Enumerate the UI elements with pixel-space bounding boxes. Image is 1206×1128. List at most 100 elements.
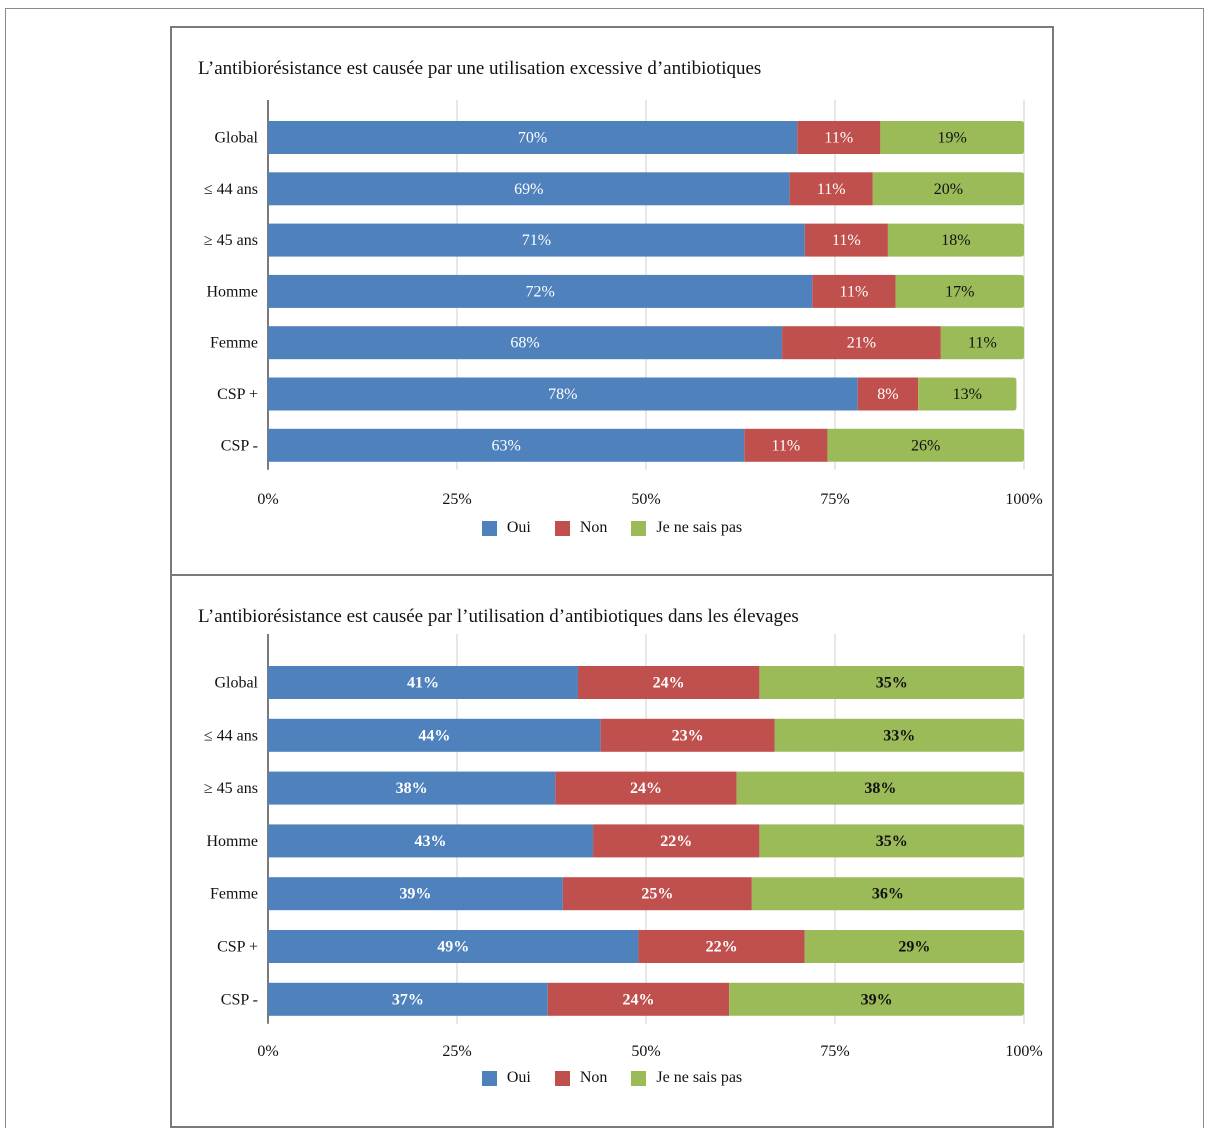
data-label: 69% — [514, 181, 543, 198]
data-label: 19% — [938, 130, 967, 147]
data-label: 63% — [491, 437, 520, 454]
data-label: 35% — [876, 833, 908, 850]
bar-segment-nsp — [751, 877, 1024, 911]
bar-segment-non — [600, 718, 775, 752]
bar-segment-non — [797, 121, 881, 154]
x-tick-label: 75% — [820, 491, 849, 508]
data-label: 24% — [653, 675, 685, 692]
category-label: ≤ 44 ans — [204, 181, 258, 198]
legend-item-non: Non — [554, 519, 608, 537]
bar-segment-nsp — [759, 824, 1024, 858]
bar-segment-oui — [268, 428, 745, 462]
data-label: 23% — [672, 727, 704, 744]
category-label: ≥ 45 ans — [204, 780, 258, 797]
stacked-bar-chart: 0% 25% 50% 75% 100% Global 70% 11% 19% ≤ 44 ans 69… — [204, 100, 1043, 508]
bar-segment-non — [744, 428, 828, 462]
bar-segment-oui — [268, 172, 790, 206]
legend-item-nsp: Je ne sais pas — [631, 1069, 742, 1087]
x-tick-label: 0% — [257, 1043, 278, 1060]
bar-segment-non — [562, 877, 752, 911]
data-label: 49% — [437, 939, 469, 956]
data-label: 22% — [706, 939, 738, 956]
chart-legend: Oui Non Je ne sais pas — [172, 519, 1052, 537]
bar-segment-nsp — [827, 428, 1024, 462]
x-tick-label: 50% — [631, 1043, 660, 1060]
legend-swatch-nsp — [631, 520, 647, 536]
chart-title: L’antibiorésistance est causée par l’uti… — [198, 606, 799, 627]
bar-segment-nsp — [872, 172, 1024, 206]
category-label: ≥ 45 ans — [204, 232, 258, 249]
bar-segment-nsp — [729, 982, 1024, 1016]
legend-label: Je ne sais pas — [656, 1069, 743, 1086]
category-label: Femme — [210, 886, 258, 903]
bar-segment-non — [782, 326, 941, 360]
data-label: 38% — [396, 780, 428, 797]
category-label: CSP + — [217, 386, 258, 403]
legend-label: Non — [579, 1069, 608, 1086]
bar-segment-non — [593, 824, 760, 858]
x-tick-label: 0% — [257, 491, 278, 508]
bar-segment-nsp — [736, 771, 1024, 805]
chart-panel-livestock-use: L’antibiorésistance est causée par l’uti… — [170, 574, 1054, 1128]
legend-swatch-non — [554, 1070, 570, 1086]
bar-segment-nsp — [918, 377, 1017, 411]
bar-segment-non — [555, 771, 737, 805]
bar-segment-oui — [268, 877, 563, 911]
data-label: 71% — [522, 232, 551, 249]
category-label: ≤ 44 ans — [204, 727, 258, 744]
data-label: 11% — [817, 181, 846, 198]
category-label: CSP + — [217, 939, 258, 956]
data-label: 70% — [518, 130, 547, 147]
data-label: 33% — [883, 727, 915, 744]
data-label: 11% — [840, 283, 869, 300]
data-label: 11% — [824, 130, 853, 147]
bar-segment-non — [577, 666, 760, 699]
data-label: 24% — [622, 991, 654, 1008]
chart-title: L’antibiorésistance est causée par une u… — [198, 58, 762, 79]
x-tick-label: 25% — [442, 491, 471, 508]
legend-swatch-oui — [481, 1070, 497, 1086]
legend-item-nsp: Je ne sais pas — [631, 519, 742, 537]
data-label: 11% — [832, 232, 861, 249]
bar-segment-oui — [268, 326, 783, 360]
data-label: 38% — [864, 780, 896, 797]
bar-segment-oui — [268, 377, 858, 411]
chart-panel-excessive-use: L’antibiorésistance est causée par une u… — [170, 26, 1054, 576]
chart-legend: Oui Non Je ne sais pas — [172, 1069, 1052, 1087]
bar-segment-oui — [268, 824, 594, 858]
bar-segment-nsp — [804, 930, 1024, 963]
bar-segment-nsp — [895, 274, 1024, 308]
data-label: 36% — [872, 886, 904, 903]
legend-item-oui: Oui — [481, 519, 531, 537]
data-label: 17% — [945, 283, 974, 300]
category-label: CSP - — [221, 991, 258, 1008]
legend-item-non: Non — [554, 1069, 608, 1087]
data-label: 22% — [660, 833, 692, 850]
data-label: 11% — [771, 437, 800, 454]
data-label: 44% — [418, 727, 450, 744]
data-label: 18% — [941, 232, 970, 249]
legend-swatch-non — [554, 520, 570, 536]
data-label: 11% — [968, 335, 997, 352]
bar-segment-nsp — [940, 326, 1024, 360]
bar-segment-non — [857, 377, 919, 411]
bar-segment-oui — [268, 718, 601, 752]
x-tick-label: 50% — [631, 491, 660, 508]
bar-segment-oui — [268, 223, 805, 257]
bar-segment-non — [804, 223, 888, 257]
data-label: 35% — [876, 675, 908, 692]
legend-label: Oui — [506, 1069, 531, 1086]
data-label: 20% — [934, 181, 963, 198]
data-label: 13% — [953, 386, 982, 403]
data-label: 24% — [630, 780, 662, 797]
x-tick-label: 100% — [1005, 1043, 1042, 1060]
legend-label: Non — [579, 519, 608, 536]
data-label: 39% — [399, 886, 431, 903]
bar-segment-non — [638, 930, 805, 963]
bar-segment-nsp — [759, 666, 1024, 699]
data-label: 39% — [861, 991, 893, 1008]
category-label: Homme — [206, 833, 258, 850]
category-label: Global — [214, 130, 258, 147]
category-label: Femme — [210, 335, 258, 352]
data-label: 72% — [525, 283, 554, 300]
